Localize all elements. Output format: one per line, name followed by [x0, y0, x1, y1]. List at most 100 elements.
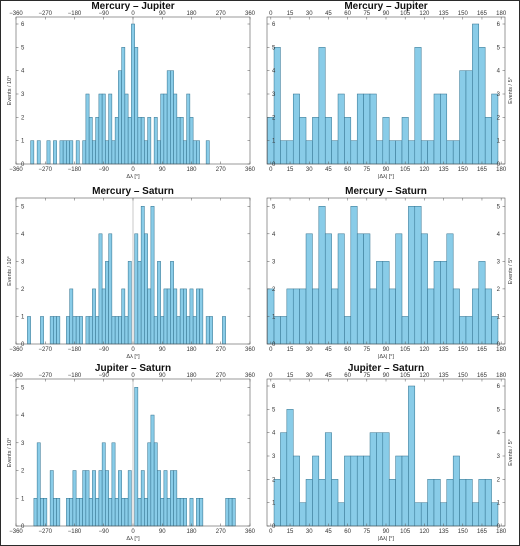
histogram-bar — [363, 93, 371, 165]
histogram-bar — [350, 455, 358, 527]
histogram-bar — [183, 498, 187, 527]
histogram-bar — [205, 140, 210, 165]
histogram-bar — [196, 140, 200, 165]
histogram-bar — [150, 206, 155, 345]
x-tick-label-top: 180 — [496, 11, 507, 17]
x-tick-label-top: 45 — [325, 373, 332, 379]
histogram-bar — [72, 316, 77, 345]
y-tick-label-right: 5 — [497, 407, 501, 413]
x-tick-label: 0 — [269, 347, 273, 353]
histogram-bar — [344, 455, 352, 527]
histogram-bar — [388, 288, 396, 345]
x-tick-label-top: 15 — [287, 373, 294, 379]
x-tick-label: 0 — [269, 529, 273, 535]
y-tick-label: 0 — [272, 342, 276, 348]
y-axis-label: Events / 10° — [7, 256, 13, 286]
histogram-bar — [344, 117, 352, 165]
histogram-bar — [36, 140, 41, 165]
histogram-bar — [472, 502, 480, 527]
x-tick-label: 120 — [419, 347, 430, 353]
y-tick-label: 3 — [21, 259, 25, 265]
y-tick-label: 2 — [21, 115, 25, 121]
histogram-bar — [465, 70, 473, 165]
histogram-bar — [401, 316, 409, 345]
histogram-bar — [465, 479, 473, 527]
x-tick-label: 60 — [344, 167, 351, 173]
x-tick-label: 180 — [186, 529, 197, 535]
panel-title: Jupiter – Saturn — [348, 363, 424, 374]
x-tick-label: 75 — [363, 529, 370, 535]
y-tick-label: 1 — [272, 139, 276, 145]
x-tick-label: 0 — [131, 529, 135, 535]
histogram-bar — [111, 442, 116, 527]
histogram-bar — [318, 47, 326, 165]
y-tick-label: 1 — [272, 501, 276, 507]
bar-series — [30, 23, 210, 165]
histogram-bar — [189, 117, 194, 165]
y-tick-label-right: 4 — [497, 232, 501, 238]
x-tick-label-top: 60 — [344, 11, 351, 17]
histogram-bar — [66, 498, 70, 527]
x-tick-label: 120 — [419, 167, 430, 173]
x-tick-label: 90 — [159, 529, 166, 535]
y-tick-label-right: 3 — [497, 454, 501, 460]
histogram-bar — [196, 498, 200, 527]
x-tick-label-top: 270 — [216, 373, 227, 379]
y-tick-label: 5 — [272, 45, 276, 51]
histogram-bar — [205, 316, 210, 345]
histogram-bar — [66, 316, 70, 345]
histogram-bar — [166, 498, 171, 527]
y-tick-label: 4 — [272, 69, 276, 75]
x-tick-label-top: 270 — [216, 11, 227, 17]
y-tick-label-right: 0 — [497, 524, 501, 530]
y-tick-label: 3 — [21, 92, 25, 98]
histogram-bar — [484, 479, 492, 527]
histogram-bar — [331, 140, 339, 165]
y-tick-label-right: 2 — [497, 115, 501, 121]
histogram-bar — [101, 93, 106, 165]
histogram-bar — [147, 288, 152, 345]
x-tick-label: 90 — [383, 529, 390, 535]
histogram-bar — [88, 316, 93, 345]
histogram-bar — [69, 498, 74, 527]
histogram-bar — [40, 498, 44, 527]
y-tick-label: 2 — [272, 115, 276, 121]
histogram-bar — [196, 288, 200, 345]
y-axis-label: Events / 10° — [7, 76, 13, 106]
histogram-bar — [114, 498, 119, 527]
y-tick-label: 4 — [21, 413, 25, 419]
histogram-bar — [376, 432, 384, 527]
x-tick-label: 30 — [306, 529, 313, 535]
histogram-bar — [388, 479, 396, 527]
x-tick-label-top: 0 — [269, 373, 273, 379]
x-tick-label: 270 — [216, 347, 227, 353]
histogram-bar — [363, 455, 371, 527]
histogram-bar — [56, 316, 61, 345]
x-tick-label: 45 — [325, 167, 332, 173]
x-tick-label-top: 90 — [159, 373, 166, 379]
y-axis-label: Events / 5° — [508, 77, 514, 104]
y-tick-label: 4 — [272, 232, 276, 238]
histogram-bar — [140, 206, 145, 345]
histogram-bar — [33, 498, 38, 527]
histogram-bar — [53, 316, 57, 345]
x-tick-label: −90 — [99, 167, 110, 173]
histogram-bar — [82, 140, 87, 165]
histogram-bar — [273, 316, 281, 345]
panel-title: Mercury – Saturn — [345, 186, 427, 197]
histogram-bar — [53, 498, 57, 527]
x-tick-label: 165 — [477, 167, 488, 173]
histogram-bar — [427, 288, 435, 345]
x-tick-label-top: −270 — [38, 11, 52, 17]
histogram-bar — [75, 316, 80, 345]
histogram-bar — [105, 261, 109, 345]
x-tick-label-top: 150 — [458, 373, 469, 379]
y-tick-label-right: 6 — [497, 384, 501, 390]
histogram-bar — [118, 316, 122, 345]
y-tick-label-right: 4 — [497, 69, 501, 75]
histogram-bar — [134, 387, 139, 527]
histogram-bar — [40, 316, 44, 345]
histogram-bar — [92, 140, 96, 165]
mj-abs-panel: Mercury – Jupiter00151530304545606075759… — [266, 1, 514, 180]
